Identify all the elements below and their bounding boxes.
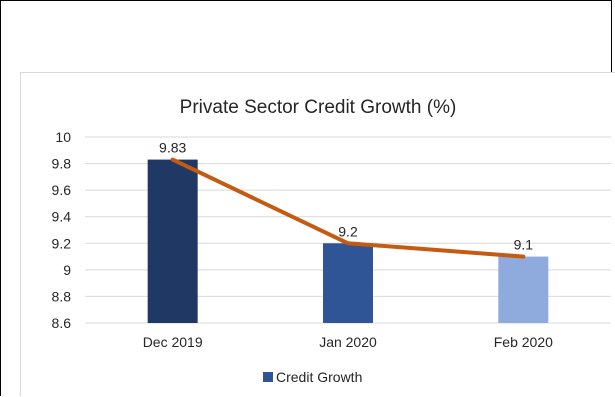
x-tick-label: Dec 2019: [143, 334, 203, 350]
legend: Credit Growth: [263, 369, 362, 385]
x-axis: Dec 2019 Jan 2020 Feb 2020: [143, 334, 553, 350]
x-tick-label: Feb 2020: [494, 334, 553, 350]
y-tick-label: 9: [63, 262, 71, 278]
y-tick-label: 9.8: [52, 156, 72, 172]
x-tick-label: Jan 2020: [319, 334, 377, 350]
legend-swatch: [263, 372, 273, 382]
bar: [498, 256, 549, 323]
y-tick-label: 9.2: [52, 235, 72, 251]
trend-line: [170, 157, 526, 259]
trend-line-path: [170, 157, 526, 259]
y-tick-label: 10: [55, 129, 71, 145]
y-tick-label: 8.8: [52, 288, 72, 304]
y-tick-label: 9.6: [52, 182, 72, 198]
bar: [147, 159, 198, 323]
data-label: 9.2: [338, 223, 358, 239]
chart-area: Private Sector Credit Growth (%) 8.6 8.8 9…: [20, 72, 615, 396]
credit-growth-chart: Private Sector Credit Growth (%) 8.6 8.8 9…: [52, 97, 611, 385]
bars: [147, 159, 549, 323]
legend-label: Credit Growth: [276, 369, 362, 385]
y-tick-label: 8.6: [52, 315, 72, 331]
y-tick-label: 9.4: [52, 209, 72, 225]
chart-title: Private Sector Credit Growth (%): [180, 97, 457, 118]
bar: [323, 243, 373, 323]
y-axis: 8.6 8.8 9 9.2 9.4 9.6 9.8 10: [52, 129, 72, 331]
data-labels: 9.83 9.2 9.1: [159, 140, 533, 253]
data-label: 9.1: [514, 237, 534, 253]
data-label: 9.83: [159, 140, 186, 156]
